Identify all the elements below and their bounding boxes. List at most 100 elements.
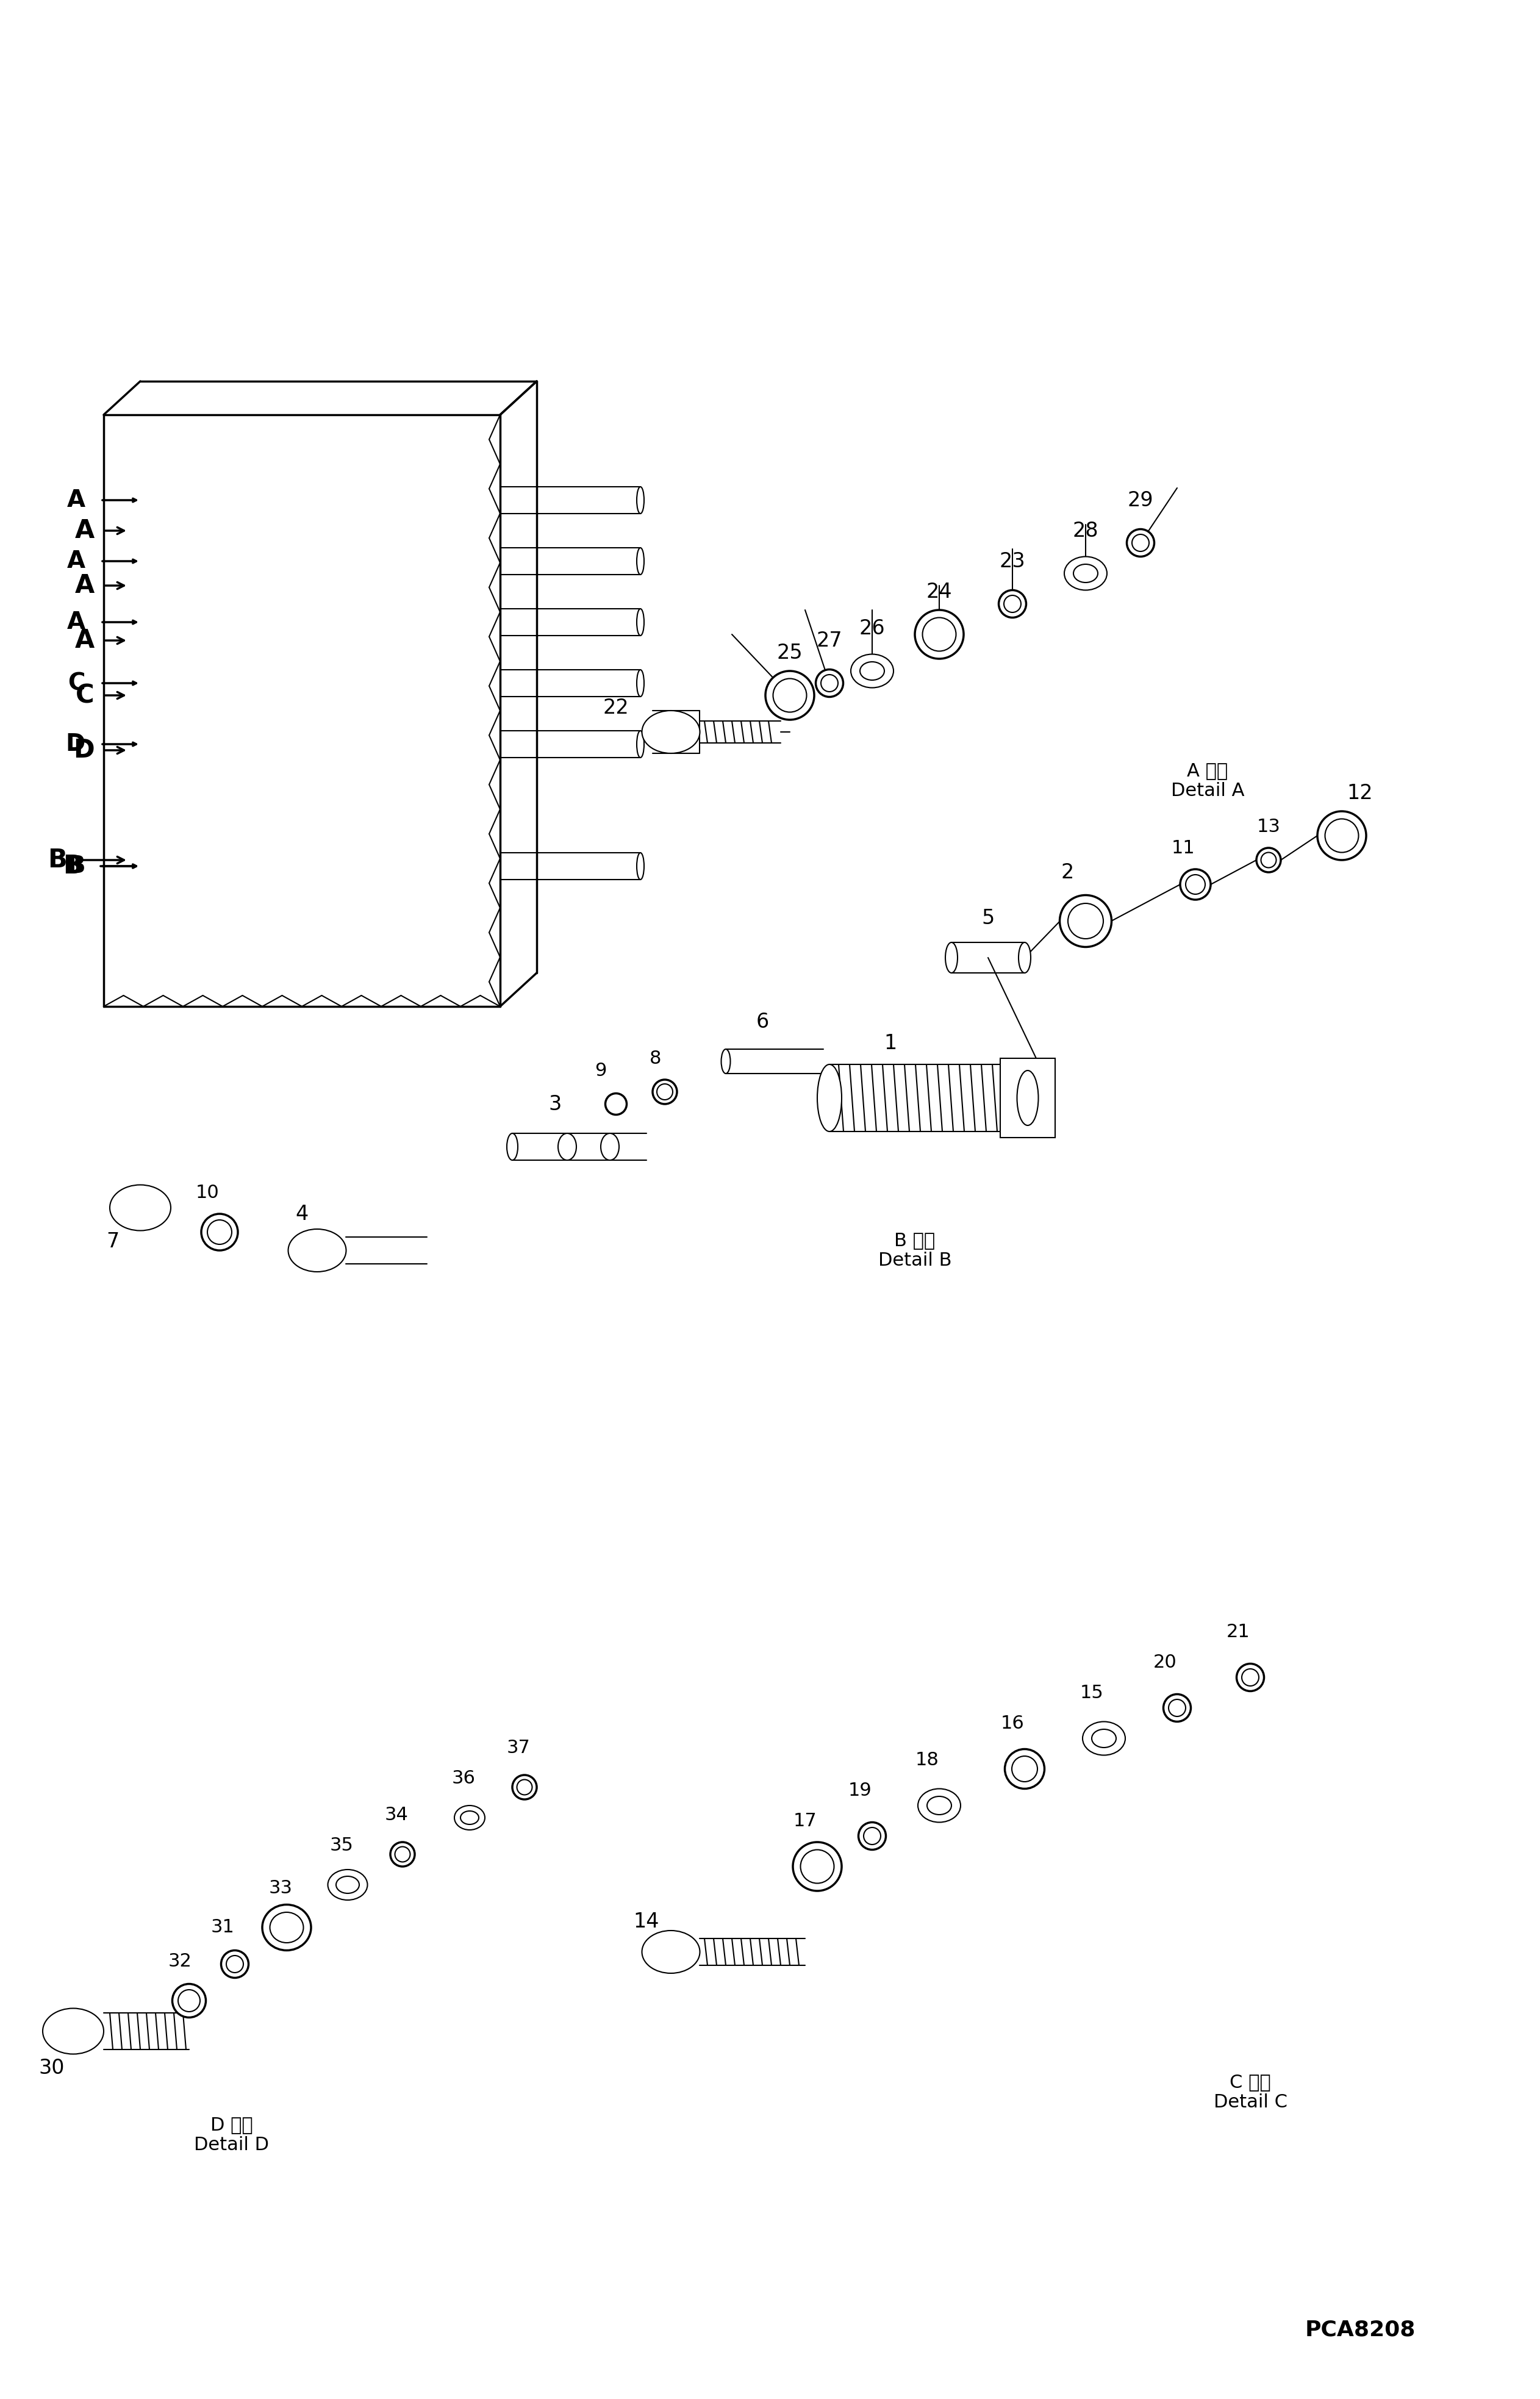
Text: D 詳細
Detail D: D 詳細 Detail D bbox=[194, 2116, 269, 2154]
Text: A: A bbox=[75, 518, 94, 545]
Text: 2: 2 bbox=[1061, 861, 1073, 883]
Ellipse shape bbox=[1018, 943, 1030, 974]
Ellipse shape bbox=[642, 1931, 699, 1974]
Ellipse shape bbox=[1004, 1749, 1044, 1790]
Ellipse shape bbox=[454, 1806, 485, 1830]
Ellipse shape bbox=[1169, 1698, 1186, 1715]
Text: 5: 5 bbox=[981, 907, 995, 928]
Text: 4: 4 bbox=[296, 1204, 308, 1223]
Bar bbox=[1001, 1058, 1055, 1137]
Text: 3: 3 bbox=[548, 1094, 562, 1113]
Ellipse shape bbox=[1067, 904, 1103, 938]
Text: C: C bbox=[68, 672, 85, 696]
Ellipse shape bbox=[927, 1797, 952, 1814]
Text: 7: 7 bbox=[106, 1231, 119, 1252]
Text: 1: 1 bbox=[884, 1034, 896, 1053]
Text: 30: 30 bbox=[38, 2058, 65, 2078]
Text: A: A bbox=[68, 549, 85, 573]
Ellipse shape bbox=[801, 1850, 835, 1883]
Ellipse shape bbox=[1324, 818, 1358, 852]
Ellipse shape bbox=[262, 1905, 311, 1950]
Text: B: B bbox=[63, 854, 82, 878]
Text: B: B bbox=[48, 847, 68, 873]
Ellipse shape bbox=[915, 609, 964, 660]
Ellipse shape bbox=[636, 487, 644, 513]
Ellipse shape bbox=[202, 1214, 237, 1250]
Ellipse shape bbox=[636, 669, 644, 696]
Ellipse shape bbox=[1016, 1070, 1038, 1125]
Ellipse shape bbox=[773, 679, 807, 713]
Text: 33: 33 bbox=[268, 1878, 293, 1898]
Text: A: A bbox=[75, 573, 94, 597]
Ellipse shape bbox=[179, 1989, 200, 2013]
Text: A: A bbox=[75, 629, 94, 653]
Ellipse shape bbox=[1083, 1722, 1126, 1756]
Text: 6: 6 bbox=[756, 1012, 768, 1032]
Text: D: D bbox=[66, 732, 85, 756]
Text: 20: 20 bbox=[1153, 1653, 1177, 1672]
Text: A: A bbox=[68, 612, 85, 633]
Ellipse shape bbox=[605, 1094, 627, 1116]
Text: 24: 24 bbox=[926, 581, 952, 602]
Ellipse shape bbox=[336, 1876, 359, 1893]
Text: 29: 29 bbox=[1127, 489, 1153, 511]
Text: 18: 18 bbox=[915, 1751, 939, 1768]
Text: 8: 8 bbox=[650, 1048, 662, 1068]
Text: 37: 37 bbox=[507, 1739, 530, 1756]
Text: 16: 16 bbox=[1001, 1715, 1024, 1732]
Ellipse shape bbox=[1132, 535, 1149, 552]
Text: 9: 9 bbox=[594, 1063, 607, 1080]
Ellipse shape bbox=[208, 1221, 231, 1245]
Ellipse shape bbox=[658, 1084, 673, 1099]
Ellipse shape bbox=[507, 1132, 517, 1161]
Text: C: C bbox=[75, 684, 94, 708]
Text: 11: 11 bbox=[1172, 840, 1195, 856]
Ellipse shape bbox=[1004, 595, 1021, 612]
Ellipse shape bbox=[222, 1950, 248, 1977]
Ellipse shape bbox=[1180, 868, 1210, 900]
Ellipse shape bbox=[1241, 1670, 1258, 1686]
Ellipse shape bbox=[1127, 530, 1155, 557]
Ellipse shape bbox=[721, 1048, 730, 1072]
Ellipse shape bbox=[858, 1823, 886, 1850]
Text: A: A bbox=[68, 489, 85, 511]
Text: A 詳細
Detail A: A 詳細 Detail A bbox=[1170, 760, 1244, 799]
Ellipse shape bbox=[1317, 811, 1366, 861]
Ellipse shape bbox=[288, 1228, 346, 1271]
Ellipse shape bbox=[601, 1132, 619, 1161]
Ellipse shape bbox=[636, 547, 644, 576]
Ellipse shape bbox=[999, 590, 1026, 617]
Ellipse shape bbox=[636, 852, 644, 880]
Ellipse shape bbox=[43, 2008, 103, 2054]
Ellipse shape bbox=[922, 617, 956, 650]
Ellipse shape bbox=[1261, 852, 1277, 868]
Text: 21: 21 bbox=[1226, 1622, 1250, 1641]
Ellipse shape bbox=[864, 1828, 881, 1845]
Ellipse shape bbox=[1163, 1694, 1190, 1722]
Text: 34: 34 bbox=[385, 1806, 408, 1823]
Text: 12: 12 bbox=[1348, 782, 1374, 804]
Ellipse shape bbox=[1237, 1663, 1264, 1691]
Text: 32: 32 bbox=[168, 1953, 192, 1970]
Text: C 詳細
Detail C: C 詳細 Detail C bbox=[1214, 2073, 1287, 2111]
Ellipse shape bbox=[946, 943, 958, 974]
Text: B: B bbox=[68, 854, 85, 878]
Text: 22: 22 bbox=[604, 698, 628, 717]
Ellipse shape bbox=[636, 609, 644, 636]
Text: 27: 27 bbox=[816, 631, 842, 650]
Ellipse shape bbox=[513, 1775, 537, 1799]
Text: 25: 25 bbox=[776, 643, 802, 662]
Text: 14: 14 bbox=[633, 1912, 659, 1931]
Ellipse shape bbox=[859, 662, 884, 679]
Ellipse shape bbox=[109, 1185, 171, 1231]
Ellipse shape bbox=[818, 1065, 842, 1132]
Text: 26: 26 bbox=[859, 619, 885, 638]
Text: D: D bbox=[74, 736, 94, 763]
Ellipse shape bbox=[918, 1790, 961, 1823]
Text: 13: 13 bbox=[1257, 818, 1280, 835]
Text: 23: 23 bbox=[999, 552, 1026, 571]
Ellipse shape bbox=[821, 674, 838, 691]
Text: PCA8208: PCA8208 bbox=[1304, 2320, 1415, 2341]
Ellipse shape bbox=[394, 1847, 410, 1862]
Ellipse shape bbox=[850, 655, 893, 689]
